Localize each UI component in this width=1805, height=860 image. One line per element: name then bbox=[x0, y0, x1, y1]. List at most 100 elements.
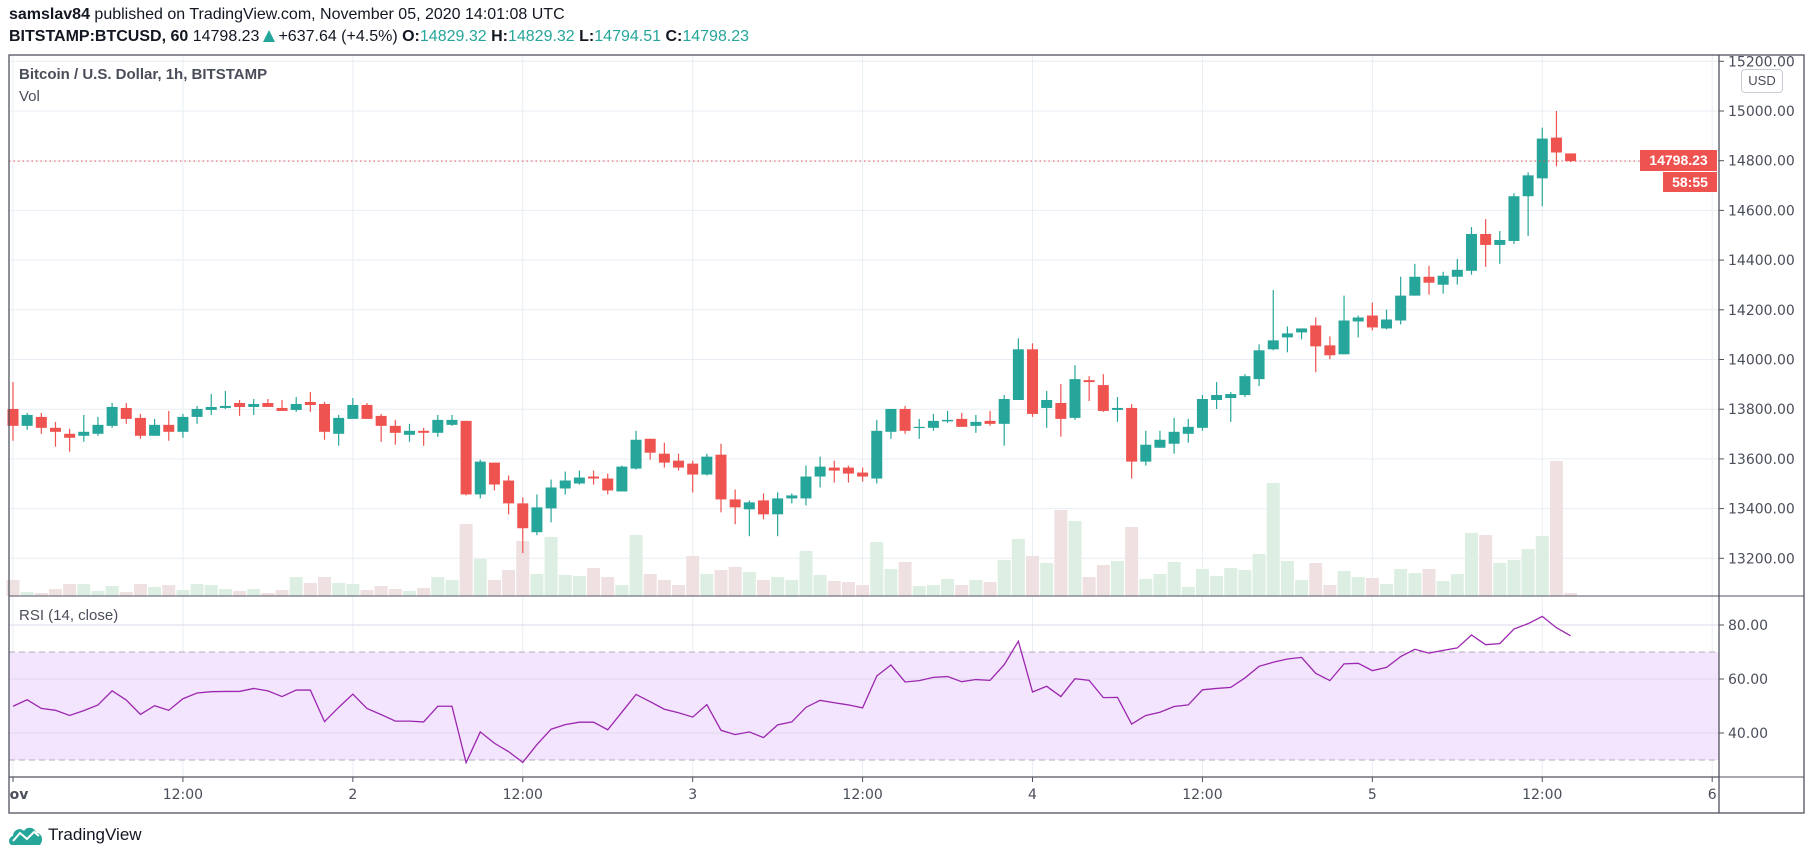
candle-body bbox=[1211, 395, 1223, 401]
publish-text: published on TradingView.com, November 0… bbox=[89, 6, 565, 23]
volume-bar bbox=[643, 574, 657, 596]
candle bbox=[630, 430, 642, 470]
time-tick-label: 3 bbox=[688, 787, 697, 803]
candle-body bbox=[857, 472, 869, 477]
candle-body bbox=[276, 407, 288, 411]
candle bbox=[559, 471, 571, 495]
candle-body bbox=[248, 403, 260, 407]
candle bbox=[1381, 309, 1393, 330]
open-label: O: bbox=[402, 28, 420, 45]
candle-body bbox=[1409, 276, 1421, 296]
high-label: H: bbox=[491, 28, 508, 45]
volume-bar bbox=[785, 580, 799, 596]
candle bbox=[545, 479, 557, 523]
volume-bar bbox=[1195, 569, 1209, 596]
volume-bar bbox=[1380, 584, 1394, 596]
candle-body bbox=[375, 415, 387, 426]
candle-body bbox=[1069, 379, 1081, 418]
volume-bar bbox=[1040, 563, 1054, 596]
candle-body bbox=[1083, 380, 1095, 383]
author-name[interactable]: samslav84 bbox=[9, 6, 90, 23]
candle bbox=[729, 489, 741, 525]
candle-body bbox=[49, 427, 61, 432]
candle-body bbox=[503, 480, 515, 504]
candle-body bbox=[134, 417, 146, 436]
volume-bar bbox=[742, 572, 756, 596]
candle-body bbox=[559, 480, 571, 489]
volume-bar bbox=[926, 585, 940, 596]
volume-bars bbox=[6, 461, 1578, 596]
candle-body bbox=[1196, 399, 1208, 428]
volume-bar bbox=[1394, 569, 1408, 596]
candle bbox=[842, 465, 854, 483]
volume-bar bbox=[544, 537, 558, 596]
volume-bar bbox=[1323, 585, 1337, 596]
candle bbox=[474, 459, 486, 499]
price-tick-label: 13400.00 bbox=[1728, 502, 1795, 518]
candle-body bbox=[163, 424, 175, 432]
brand-name: TradingView bbox=[48, 825, 142, 844]
volume-bar bbox=[1351, 577, 1365, 596]
candle bbox=[262, 399, 274, 407]
volume-bar bbox=[686, 556, 700, 596]
chart-title[interactable]: Bitcoin / U.S. Dollar, 1h, BITSTAMP bbox=[19, 66, 268, 83]
volume-bar bbox=[1054, 510, 1068, 596]
candle bbox=[304, 392, 316, 412]
symbol-info: BITSTAMP:BTCUSD, 60 14798.23 +637.64 (+4.… bbox=[9, 28, 749, 46]
candle bbox=[7, 382, 19, 441]
volume-bar bbox=[1493, 563, 1507, 596]
candle-body bbox=[7, 408, 19, 426]
volume-bar bbox=[402, 591, 416, 596]
volume-bar bbox=[1280, 561, 1294, 596]
volume-bar bbox=[289, 577, 303, 596]
candle bbox=[1111, 397, 1123, 422]
candle bbox=[673, 453, 685, 471]
candle-body bbox=[1465, 234, 1477, 271]
time-tick-label: 2 bbox=[348, 787, 357, 803]
candle bbox=[1423, 265, 1435, 295]
volume-bar bbox=[601, 577, 615, 596]
volume-bar bbox=[1125, 527, 1139, 596]
volume-bar bbox=[431, 577, 445, 596]
volume-bar bbox=[1479, 535, 1493, 596]
candle bbox=[333, 414, 345, 446]
candle-body bbox=[1097, 385, 1109, 411]
candle-body bbox=[1423, 276, 1435, 283]
tradingview-logo[interactable]: TradingView bbox=[8, 824, 142, 846]
price-tick-label: 14400.00 bbox=[1728, 253, 1795, 269]
candle bbox=[1239, 374, 1251, 398]
candle-body bbox=[899, 408, 911, 431]
candle bbox=[1253, 344, 1265, 387]
candle-body bbox=[1253, 350, 1265, 380]
volume-legend[interactable]: Vol bbox=[19, 88, 40, 105]
candle bbox=[120, 402, 132, 424]
candle bbox=[1154, 430, 1166, 448]
candle-body bbox=[1366, 315, 1378, 328]
volume-bar bbox=[558, 575, 572, 596]
candle bbox=[78, 414, 90, 442]
candle-body bbox=[729, 499, 741, 508]
candle bbox=[290, 397, 302, 412]
candle-body bbox=[1111, 407, 1123, 410]
candle bbox=[1565, 153, 1577, 163]
time-tick-label: 12:00 bbox=[1522, 787, 1562, 803]
candle bbox=[134, 413, 146, 439]
rsi-legend[interactable]: RSI (14, close) bbox=[19, 607, 119, 624]
candle bbox=[1211, 382, 1223, 409]
candle bbox=[64, 428, 76, 452]
candle bbox=[49, 421, 61, 447]
volume-bar bbox=[700, 574, 714, 596]
candle-body bbox=[743, 502, 755, 510]
candle bbox=[219, 391, 231, 409]
candle bbox=[1409, 263, 1421, 296]
volume-bar bbox=[303, 583, 317, 596]
candle-body bbox=[1324, 345, 1336, 356]
candle bbox=[588, 470, 600, 485]
volume-bar bbox=[856, 585, 870, 596]
volume-bar bbox=[898, 562, 912, 596]
volume-bar bbox=[530, 574, 544, 596]
candle-body bbox=[1140, 444, 1152, 462]
currency-button[interactable]: USD bbox=[1741, 69, 1783, 93]
price-tick-label: 14000.00 bbox=[1728, 353, 1795, 369]
